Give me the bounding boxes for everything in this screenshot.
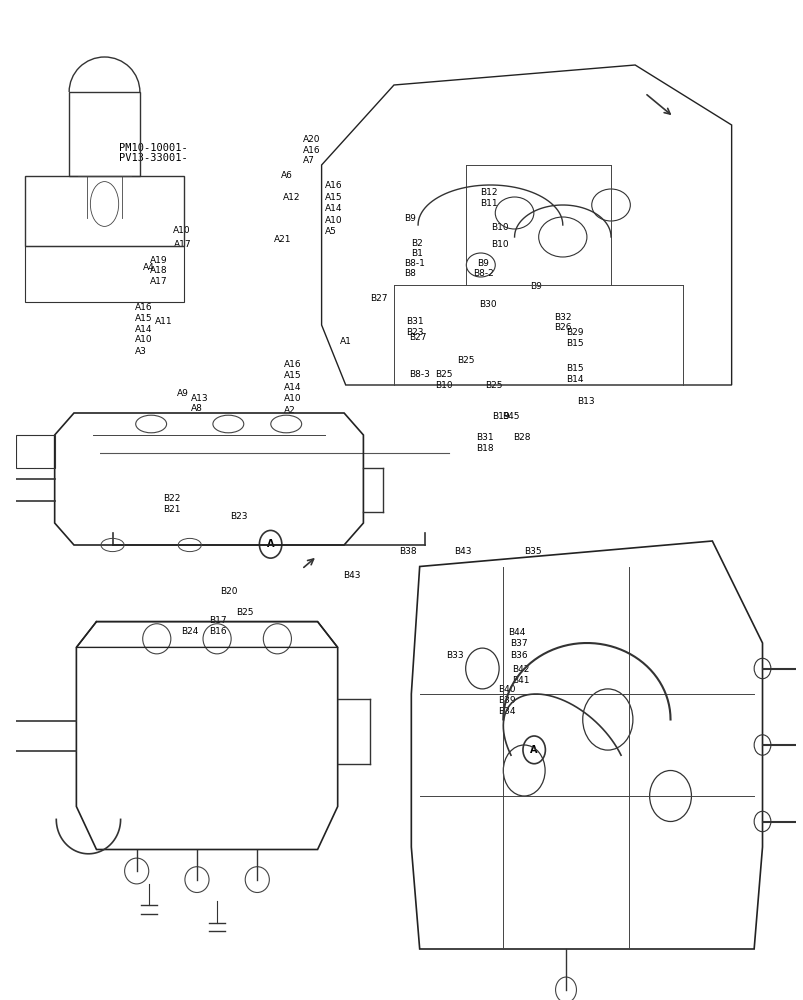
- Text: A10: A10: [284, 394, 302, 403]
- Text: PM10-10001-: PM10-10001-: [119, 143, 188, 153]
- Text: B9: B9: [476, 259, 488, 268]
- Text: A16: A16: [324, 181, 342, 190]
- Text: B19: B19: [491, 412, 509, 421]
- Text: B18: B18: [475, 444, 493, 453]
- Text: B26: B26: [553, 323, 571, 332]
- Text: A2: A2: [284, 406, 296, 415]
- Text: A19: A19: [150, 256, 168, 265]
- Text: B38: B38: [399, 547, 417, 556]
- Text: B31: B31: [406, 317, 423, 326]
- Text: B23: B23: [230, 512, 247, 521]
- Text: B41: B41: [512, 676, 528, 685]
- Text: A: A: [267, 539, 274, 549]
- Text: A7: A7: [303, 156, 315, 165]
- Text: A21: A21: [273, 235, 291, 244]
- Text: A17: A17: [173, 240, 191, 249]
- Text: A6: A6: [281, 171, 293, 180]
- Text: A5: A5: [324, 227, 336, 236]
- Text: B27: B27: [369, 294, 387, 303]
- Text: A8: A8: [190, 404, 202, 413]
- Text: B15: B15: [566, 364, 584, 373]
- Text: B44: B44: [507, 628, 524, 637]
- Text: B37: B37: [510, 639, 528, 648]
- Text: A14: A14: [135, 325, 152, 334]
- Text: B30: B30: [479, 300, 496, 309]
- Text: A16: A16: [135, 303, 153, 312]
- Text: B25: B25: [456, 356, 474, 365]
- Text: A12: A12: [282, 192, 300, 202]
- Text: A15: A15: [284, 371, 302, 380]
- Text: PV13-33001-: PV13-33001-: [119, 153, 188, 163]
- Text: B10: B10: [491, 240, 508, 249]
- Text: B10: B10: [491, 223, 508, 232]
- Text: B10: B10: [434, 381, 452, 390]
- Text: A15: A15: [135, 314, 153, 323]
- Text: B13: B13: [577, 397, 594, 406]
- Text: B9: B9: [404, 214, 416, 223]
- Text: B11: B11: [480, 199, 498, 208]
- Text: B25: B25: [434, 370, 452, 379]
- Text: B28: B28: [512, 433, 530, 442]
- Text: A14: A14: [284, 383, 301, 392]
- Text: A: A: [530, 745, 537, 755]
- Text: B39: B39: [497, 696, 515, 705]
- Text: A4: A4: [143, 263, 154, 272]
- Text: A18: A18: [150, 266, 168, 275]
- Text: B29: B29: [566, 328, 583, 337]
- Text: B8-3: B8-3: [409, 370, 430, 379]
- Text: B25: B25: [236, 608, 254, 617]
- Text: B14: B14: [566, 375, 583, 384]
- Text: B32: B32: [553, 313, 571, 322]
- Text: B21: B21: [162, 505, 180, 514]
- Text: B12: B12: [480, 188, 498, 197]
- Text: A10: A10: [173, 226, 191, 235]
- Text: B27: B27: [409, 333, 426, 342]
- Text: A10: A10: [135, 335, 153, 344]
- Text: A14: A14: [324, 204, 342, 213]
- Text: B25: B25: [485, 381, 503, 390]
- Text: B8-1: B8-1: [404, 259, 425, 268]
- Text: B20: B20: [220, 587, 238, 596]
- Text: B24: B24: [181, 627, 198, 636]
- Text: B22: B22: [162, 494, 180, 503]
- Text: B8-2: B8-2: [472, 269, 493, 278]
- Text: B15: B15: [566, 339, 584, 348]
- Text: A16: A16: [284, 360, 302, 369]
- Text: A13: A13: [190, 394, 208, 403]
- Text: B8: B8: [404, 269, 416, 278]
- Text: B42: B42: [512, 665, 528, 674]
- Text: A1: A1: [340, 337, 352, 346]
- Text: B23: B23: [406, 328, 423, 337]
- Text: A17: A17: [150, 277, 168, 286]
- Text: B34: B34: [497, 707, 515, 716]
- Text: B40: B40: [497, 685, 515, 694]
- Text: B16: B16: [210, 627, 227, 636]
- Text: B36: B36: [510, 651, 528, 660]
- Text: B43: B43: [343, 571, 361, 580]
- Text: A15: A15: [324, 192, 342, 202]
- Text: B2: B2: [410, 239, 422, 248]
- Text: B31: B31: [475, 433, 493, 442]
- Text: B17: B17: [210, 616, 227, 625]
- Text: A9: A9: [177, 389, 188, 398]
- Text: A16: A16: [303, 146, 320, 155]
- Text: B1: B1: [410, 249, 422, 258]
- Text: A11: A11: [155, 317, 173, 326]
- Text: A10: A10: [324, 216, 342, 225]
- Text: B35: B35: [524, 547, 541, 556]
- Text: B9: B9: [530, 282, 542, 291]
- Text: B43: B43: [454, 547, 471, 556]
- Text: A20: A20: [303, 135, 320, 144]
- Text: B33: B33: [446, 651, 463, 660]
- Text: A3: A3: [135, 347, 146, 356]
- Text: B45: B45: [502, 412, 520, 421]
